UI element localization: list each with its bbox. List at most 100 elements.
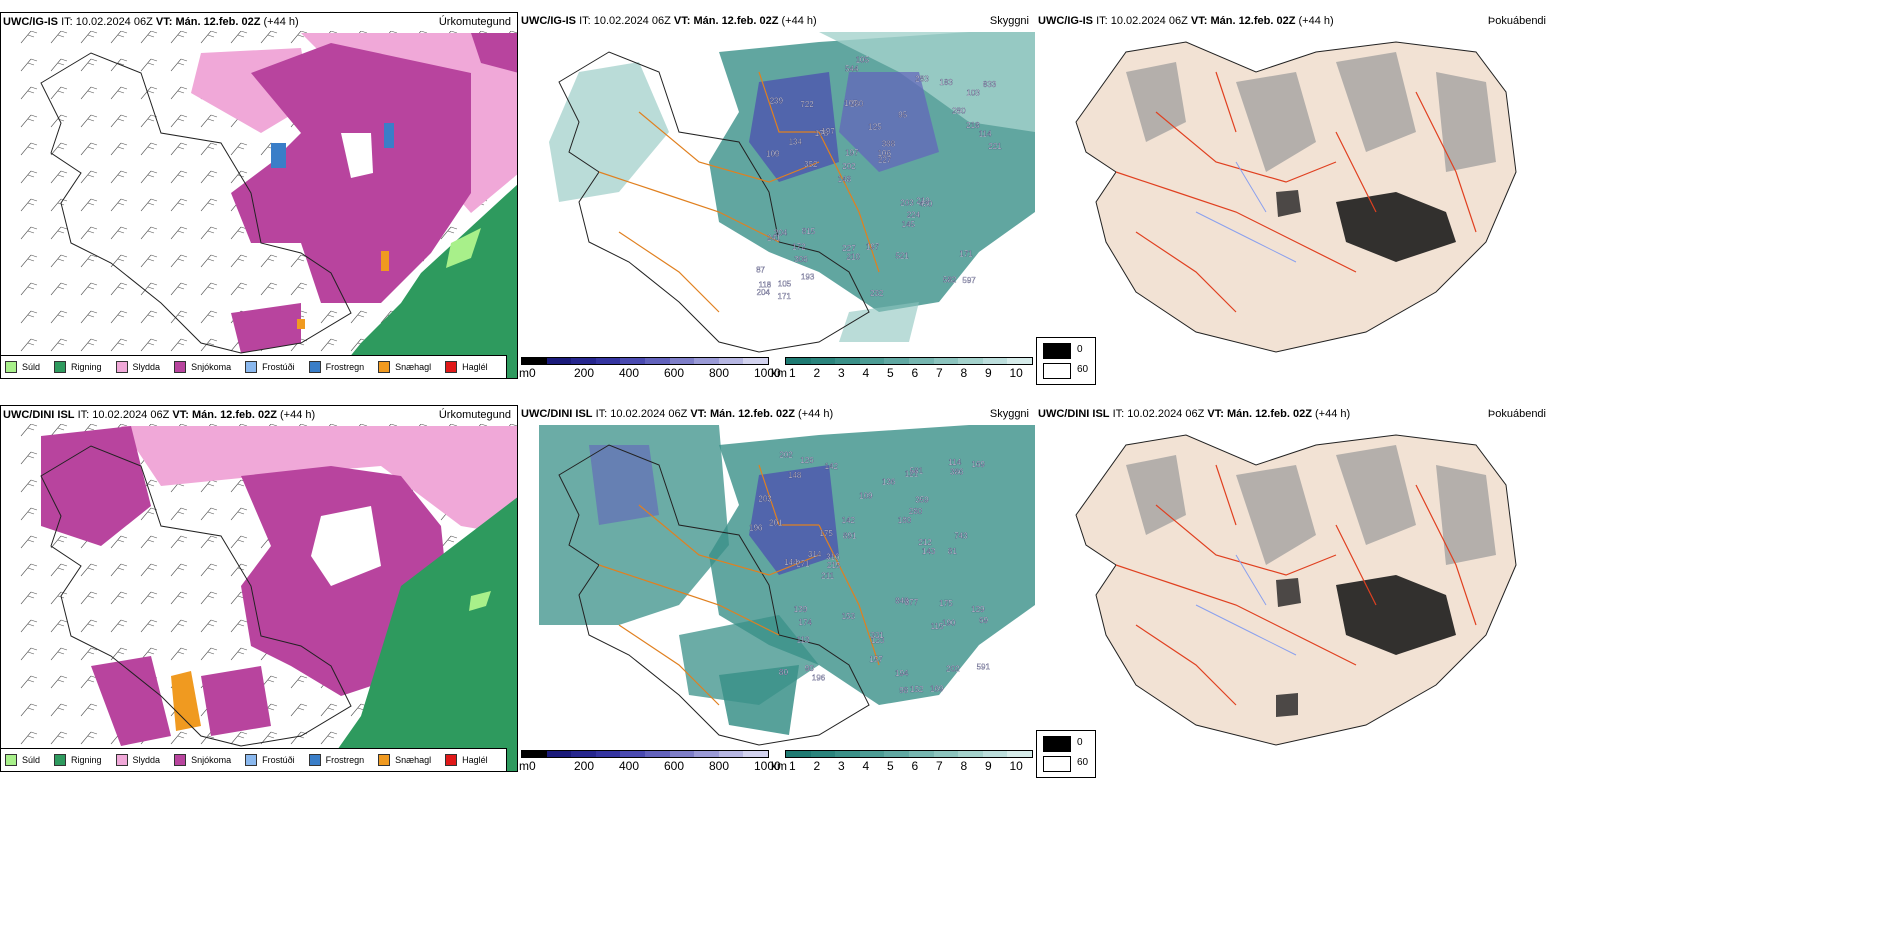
visibility-value: 98: [899, 686, 908, 695]
visibility-value: 134: [789, 138, 803, 147]
legend-item: Frostúði: [245, 754, 295, 766]
visibility-value: 331: [871, 631, 885, 640]
visibility-map-top: 597 109 103 148 95 105 107 125 204 197 87 306 280 388…: [549, 32, 1035, 353]
fog-legend-swatch-0: [1043, 736, 1071, 752]
precip-map-bottom: [20, 423, 517, 771]
legend-swatch: [308, 361, 321, 373]
visibility-map-bottom: 1291691238033117514235998813773861962121…: [539, 425, 1035, 746]
legend-label: Frostúði: [262, 755, 295, 765]
m-tick-label: 400: [619, 759, 640, 772]
visibility-value: 197: [866, 242, 880, 251]
visibility-value: 227: [878, 156, 892, 165]
legend-item: Súld: [5, 361, 40, 373]
unit-m-label: m: [519, 366, 529, 379]
visibility-value: 239: [770, 97, 784, 106]
panel-title: Úrkomutegund: [438, 409, 511, 421]
visibility-m-colorbar: [521, 357, 769, 365]
fog-map-bottom: [1075, 434, 1517, 746]
unit-km-label: km: [771, 366, 787, 379]
precip-header-bottom: UWC/DINI ISL IT: 10.02.2024 06Z VT: Mán.…: [1, 406, 517, 424]
m-tick-label: 600: [664, 366, 685, 379]
km-tick-label: 10: [1009, 366, 1023, 379]
visibility-value: 105: [778, 280, 792, 289]
visibility-value: 815: [802, 227, 816, 236]
legend-swatch: [308, 754, 321, 766]
visibility-km-colorbar: [785, 357, 1033, 365]
km-tick-label: 1: [789, 366, 796, 379]
fog-header-top: UWC/IG-IS IT: 10.02.2024 06Z VT: Mán. 12…: [1036, 12, 1552, 30]
km-tick-label: 7: [936, 759, 943, 772]
fog-panel-bottom: UWC/DINI ISL IT: 10.02.2024 06Z VT: Mán.…: [1036, 405, 1552, 772]
fog-legend-label-60: 60: [1077, 364, 1089, 375]
legend-label: Snæhagl: [395, 755, 432, 765]
visibility-value: 107: [844, 99, 858, 108]
visibility-value: 178: [815, 129, 829, 138]
precip-legend-top: Súld Rigning Slydda Snjókoma Frostúði Frostre…: [1, 355, 507, 378]
model-name: UWC/IG-IS: [3, 16, 58, 28]
fog-map-top: [1075, 41, 1517, 353]
visibility-value: 129: [971, 605, 985, 614]
visibility-value: 203: [758, 494, 772, 503]
legend-item: Súld: [5, 754, 40, 766]
visibility-value: 118: [759, 281, 772, 290]
km-tick-label: 5: [887, 366, 894, 379]
legend-swatch: [245, 361, 258, 373]
fog-legend-label-0: 0: [1077, 344, 1083, 355]
visibility-value: 210: [847, 252, 861, 261]
legend-item: Snæhagl: [378, 754, 431, 766]
visibility-value: 430: [919, 200, 933, 209]
visibility-value: 386: [950, 468, 964, 477]
legend-label: Snæhagl: [395, 362, 432, 372]
legend-label: Frostregn: [325, 362, 365, 372]
visibility-value: 196: [812, 673, 826, 682]
legend-swatch: [245, 754, 258, 766]
visibility-value: 201: [769, 519, 783, 528]
visibility-scale-top: m 0 200 400 600 800 1000 km 1 2 3 4 5 6 7 8 9 10: [519, 357, 1035, 379]
visibility-value: 142: [842, 516, 856, 525]
legend-label: Haglél: [462, 362, 488, 372]
visibility-value: 212: [918, 538, 932, 547]
legend-label: Súld: [22, 755, 41, 765]
visibility-value: 87: [756, 265, 765, 274]
visibility-value: 722: [800, 100, 814, 109]
visibility-value: 144: [784, 558, 798, 567]
visibility-value: 891: [843, 532, 857, 541]
visibility-value: 359: [915, 496, 929, 505]
visibility-value: 241: [767, 233, 781, 242]
visibility-value: 743: [954, 532, 968, 541]
panel-title: Skyggni: [989, 408, 1029, 420]
legend-item: Snjókoma: [174, 361, 231, 373]
visibility-value-labels: 597 109 103 148 95 105 107 125 204 197 87 306 280 388…: [756, 55, 1002, 301]
legend-label: Frostregn: [325, 755, 365, 765]
visibility-value: 314: [808, 550, 822, 559]
visibility-value: 125: [868, 122, 882, 131]
visibility-value: 197: [821, 127, 835, 136]
visibility-panel-top: UWC/IG-IS IT: 10.02.2024 06Z VT: Mán. 12…: [519, 12, 1035, 379]
precip-panel-bottom: UWC/DINI ISL IT: 10.02.2024 06Z VT: Mán.…: [0, 405, 518, 772]
visibility-value: 232: [870, 289, 884, 298]
fog-legend-swatch-60: [1043, 363, 1071, 379]
fog-legend-bottom: 0 60: [1036, 730, 1096, 778]
precip-header-top: UWC/IG-IS IT: 10.02.2024 06Z VT: Mán. 12…: [1, 13, 517, 31]
km-tick-label: 1: [789, 759, 796, 772]
m-tick-label: 400: [619, 366, 640, 379]
visibility-value: 204: [757, 288, 771, 297]
visibility-m-colorbar: [521, 750, 769, 758]
legend-item: Haglél: [445, 754, 488, 766]
visibility-value-labels: 1291691238033117514235998813773861962121…: [749, 450, 991, 695]
visibility-header-bottom: UWC/DINI ISL IT: 10.02.2024 06Z VT: Mán.…: [519, 405, 1035, 423]
visibility-value: 377: [905, 598, 919, 607]
m-tick-label: 1000: [754, 759, 781, 772]
visibility-value: 136: [882, 478, 896, 487]
legend-swatch: [445, 361, 458, 373]
km-tick-label: 4: [862, 759, 870, 772]
legend-swatch: [174, 361, 187, 373]
km-tick-label: 9: [985, 759, 992, 772]
m-tick-label: 800: [709, 759, 730, 772]
legend-item: Snæhagl: [378, 361, 431, 373]
visibility-value: 581: [910, 466, 924, 475]
visibility-value: 169: [930, 684, 944, 693]
legend-label: Haglél: [462, 755, 488, 765]
visibility-value: 126: [800, 456, 814, 465]
visibility-value: 183: [939, 78, 953, 87]
